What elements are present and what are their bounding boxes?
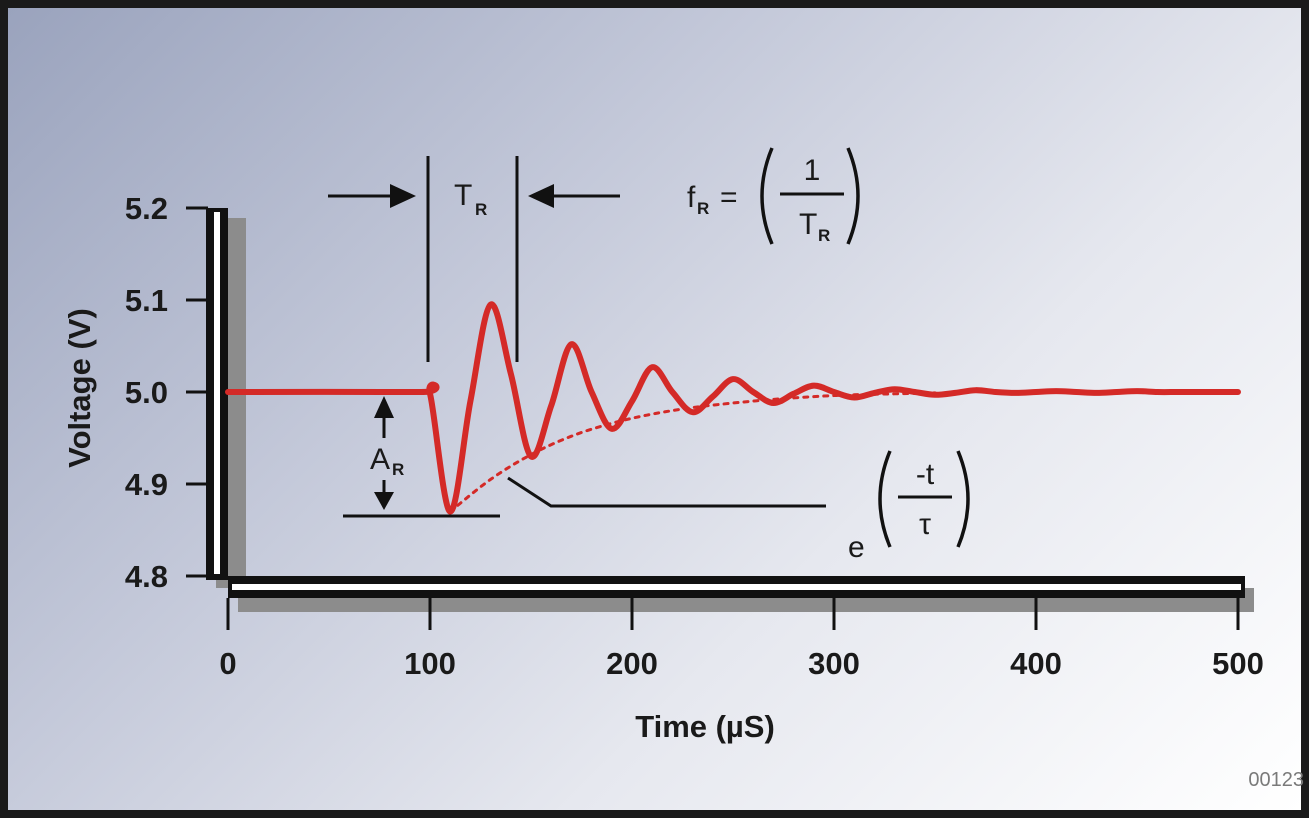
decay-envelope-line — [448, 391, 937, 514]
decay-paren-right — [956, 450, 970, 548]
freq-numerator: 1 — [804, 154, 821, 187]
x-axis-title: Time (µS) — [635, 709, 775, 744]
x-tick-label: 0 — [219, 646, 236, 681]
period-arrow-left-head — [390, 184, 416, 208]
period-arrow-right-head — [528, 184, 554, 208]
y-tick-label: 4.8 — [125, 559, 168, 594]
period-label-subscript: R — [475, 200, 487, 219]
decay-numerator: -t — [916, 458, 935, 491]
y-tick-label: 4.9 — [125, 467, 168, 502]
ringing-voltage-line — [225, 301, 1241, 515]
amplitude-label: A — [370, 443, 390, 476]
x-axis-ticks: 0 100 200 300 400 500 — [219, 598, 1264, 681]
period-label: T — [454, 179, 472, 212]
y-tick-label: 5.1 — [125, 283, 168, 318]
y-tick-label: 5.0 — [125, 375, 168, 410]
x-tick-label: 500 — [1212, 646, 1264, 681]
amplitude-arrow-up-head — [374, 396, 394, 418]
freq-denominator: T — [799, 208, 817, 241]
series-layer — [225, 301, 1241, 515]
figure-id: 00123 — [1248, 769, 1304, 791]
x-tick-label: 400 — [1010, 646, 1062, 681]
freq-denominator-subscript: R — [818, 226, 830, 245]
freq-lhs: f — [687, 181, 696, 214]
amplitude-arrow-down-head — [374, 492, 394, 510]
freq-lhs-subscript: R — [697, 199, 709, 218]
amplitude-label-subscript: R — [392, 460, 404, 479]
decay-base: e — [848, 531, 865, 564]
y-tick-label: 5.2 — [125, 191, 168, 226]
decay-paren-left — [878, 450, 892, 548]
x-tick-label: 100 — [404, 646, 456, 681]
y-axis-title: Voltage (V) — [62, 308, 97, 468]
y-axis-bar-core — [214, 212, 220, 574]
decay-denominator: τ — [919, 508, 931, 541]
x-tick-label: 300 — [808, 646, 860, 681]
freq-paren-left — [760, 147, 774, 245]
x-tick-label: 200 — [606, 646, 658, 681]
freq-equals: = — [720, 181, 738, 214]
chart-canvas: 4.8 4.9 5.0 5.1 5.2 0 100 200 300 400 500 Time (µ… — [62, 147, 1304, 791]
freq-paren-right — [846, 147, 860, 245]
decay-leader-line — [507, 476, 826, 508]
x-axis-bar-core — [232, 584, 1241, 590]
y-axis-ticks: 4.8 4.9 5.0 5.1 5.2 — [125, 191, 208, 594]
